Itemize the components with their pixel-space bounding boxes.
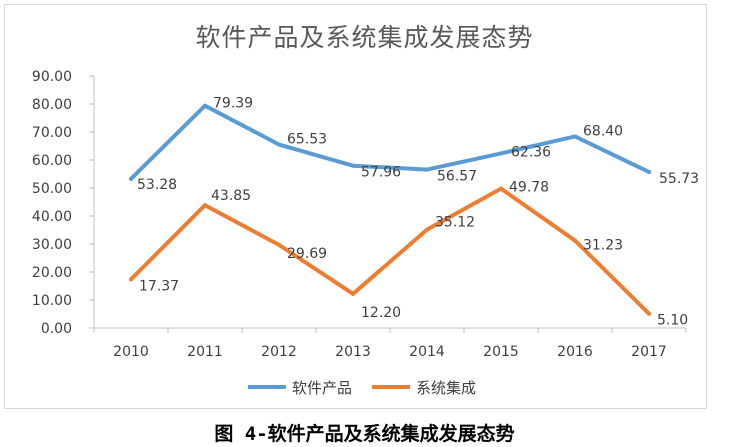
y-tick-label: 0.00 [41, 321, 72, 337]
legend-label: 软件产品 [292, 379, 352, 397]
data-label: 62.36 [511, 144, 551, 160]
y-tick-labels: 0.00 10.00 20.00 30.00 40.00 50.00 60.00 70.00 8… [32, 69, 94, 337]
data-label: 56.57 [437, 169, 477, 185]
series-line [129, 186, 651, 316]
x-tick-label: 2014 [409, 344, 445, 360]
data-label: 31.23 [583, 238, 623, 254]
series-layer [129, 103, 651, 316]
legend-item: 软件产品 [248, 379, 352, 397]
data-labels: 53.28 79.39 65.53 57.96 56.57 62.36 68.40 55.73… [137, 96, 699, 329]
x-tick-label: 2010 [113, 344, 149, 360]
data-point [203, 103, 207, 108]
data-point [129, 176, 133, 181]
data-label: 12.20 [361, 305, 401, 321]
chart-frame [4, 4, 707, 409]
y-tick-label: 60.00 [32, 153, 72, 169]
data-point [277, 242, 281, 247]
legend-label: 系统集成 [416, 379, 476, 397]
legend-item: 系统集成 [372, 379, 476, 397]
y-tick-label: 50.00 [32, 181, 72, 197]
data-point [647, 169, 651, 174]
data-label: 79.39 [213, 96, 253, 112]
x-tick-label: 2016 [557, 344, 593, 360]
x-tick-label: 2015 [483, 344, 519, 360]
figure-caption: 图 4-软件产品及系统集成发展态势 [214, 423, 515, 445]
x-tick-labels: 2010 2011 2012 2013 2014 2015 2016 2017 [93, 328, 687, 360]
y-tick-label: 10.00 [32, 293, 72, 309]
y-tick-label: 80.00 [32, 97, 72, 113]
y-tick-label: 20.00 [32, 265, 72, 281]
data-point [573, 134, 577, 139]
x-tick-label: 2011 [187, 344, 223, 360]
series-line [129, 103, 651, 181]
data-point [573, 238, 577, 243]
legend: 软件产品 系统集成 [248, 379, 476, 397]
data-label: 17.37 [139, 278, 179, 294]
data-point [647, 311, 651, 316]
data-label: 53.28 [137, 177, 177, 193]
data-point [499, 186, 503, 191]
y-tick-label: 40.00 [32, 209, 72, 225]
data-label: 57.96 [361, 165, 401, 181]
data-label: 68.40 [583, 123, 623, 139]
data-point [499, 151, 503, 156]
x-tick-label: 2013 [335, 344, 371, 360]
data-label: 49.78 [509, 180, 549, 196]
data-point [425, 167, 429, 172]
data-point [277, 142, 281, 147]
x-tick-label: 2017 [631, 344, 667, 360]
data-label: 43.85 [211, 188, 251, 204]
y-tick-label: 30.00 [32, 237, 72, 253]
y-tick-label: 90.00 [32, 69, 72, 85]
data-point [351, 163, 355, 168]
data-label: 5.10 [657, 313, 688, 329]
data-point [129, 277, 133, 282]
x-tick-label: 2012 [261, 344, 297, 360]
data-label: 29.69 [287, 246, 327, 262]
data-point [203, 203, 207, 208]
data-point [351, 291, 355, 296]
data-label: 65.53 [287, 132, 327, 148]
y-tick-label: 70.00 [32, 125, 72, 141]
data-point [425, 227, 429, 232]
data-label: 55.73 [659, 171, 699, 187]
data-label: 35.12 [435, 215, 475, 231]
x-axis: 2010 2011 2012 2013 2014 2015 2016 2017 [93, 327, 687, 360]
y-axis: 0.00 10.00 20.00 30.00 40.00 50.00 60.00 70.00 8… [32, 69, 95, 337]
chart-title: 软件产品及系统集成发展态势 [195, 23, 534, 52]
